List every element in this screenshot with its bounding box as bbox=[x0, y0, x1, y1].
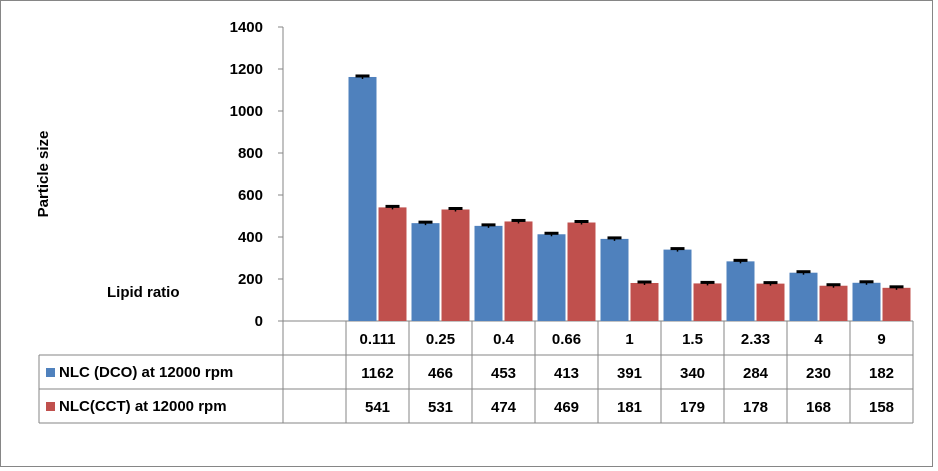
y-tick-label: 1000 bbox=[230, 103, 263, 120]
legend-label: NLC (DCO) at 12000 rpm bbox=[59, 364, 233, 381]
bar bbox=[600, 238, 629, 321]
x-tick-label: 1 bbox=[625, 331, 633, 348]
y-tick-label: 0 bbox=[255, 313, 263, 330]
y-tick-label: 800 bbox=[238, 145, 263, 162]
x-tick-label: 2.33 bbox=[741, 331, 770, 348]
x-tick-label: 9 bbox=[877, 331, 885, 348]
y-tick-label: 200 bbox=[238, 271, 263, 288]
bar bbox=[882, 287, 911, 321]
bar bbox=[663, 249, 692, 321]
bar bbox=[726, 261, 755, 321]
y-tick-label: 1200 bbox=[230, 61, 263, 78]
data-label: 182 bbox=[869, 365, 894, 382]
y-axis: 0 200 400 600 800 1000 1200 1400 bbox=[230, 19, 284, 330]
bar bbox=[348, 76, 377, 321]
bar bbox=[756, 283, 785, 321]
data-label: 230 bbox=[806, 365, 831, 382]
bar bbox=[693, 283, 722, 321]
bar bbox=[567, 222, 596, 321]
bar bbox=[474, 225, 503, 321]
bar bbox=[411, 223, 440, 321]
data-label: 469 bbox=[554, 399, 579, 416]
data-label: 531 bbox=[428, 399, 453, 416]
data-label: 1162 bbox=[361, 365, 394, 382]
legend-label: NLC(CCT) at 12000 rpm bbox=[59, 398, 227, 415]
x-axis-title: Lipid ratio bbox=[107, 284, 180, 301]
data-label: 284 bbox=[743, 365, 769, 382]
y-axis-title: Particle size bbox=[35, 131, 52, 218]
data-label: 340 bbox=[680, 365, 705, 382]
x-tick-label: 0.111 bbox=[360, 331, 396, 348]
data-label: 391 bbox=[617, 365, 642, 382]
data-label: 474 bbox=[491, 399, 517, 416]
x-tick-label: 0.25 bbox=[426, 331, 455, 348]
x-tick-label: 0.4 bbox=[493, 331, 515, 348]
x-tick-label: 4 bbox=[814, 331, 823, 348]
data-label: 158 bbox=[869, 399, 894, 416]
data-label: 466 bbox=[428, 365, 453, 382]
x-tick-label: 1.5 bbox=[682, 331, 703, 348]
bar bbox=[630, 282, 659, 321]
x-tick-label: 0.66 bbox=[552, 331, 581, 348]
data-table: 0.111 0.25 0.4 0.66 1 1.5 2.33 4 9 NLC (DCO) at 1… bbox=[38, 320, 914, 424]
bar bbox=[819, 285, 848, 321]
data-label: 413 bbox=[554, 365, 579, 382]
legend-swatch bbox=[46, 402, 55, 411]
bar bbox=[504, 221, 533, 321]
bar bbox=[441, 209, 470, 321]
data-label: 168 bbox=[806, 399, 831, 416]
data-label: 453 bbox=[491, 365, 516, 382]
data-label: 541 bbox=[365, 399, 390, 416]
bars-layer bbox=[348, 74, 911, 321]
y-tick-label: 400 bbox=[238, 229, 263, 246]
bar bbox=[537, 234, 566, 321]
y-tick-label: 600 bbox=[238, 187, 263, 204]
data-label: 181 bbox=[617, 399, 642, 416]
data-label: 179 bbox=[680, 399, 705, 416]
bar bbox=[852, 282, 881, 321]
bar bbox=[789, 272, 818, 321]
bar bbox=[378, 207, 407, 321]
y-tick-label: 1400 bbox=[230, 19, 263, 36]
data-label: 178 bbox=[743, 399, 768, 416]
legend-swatch bbox=[46, 368, 55, 377]
